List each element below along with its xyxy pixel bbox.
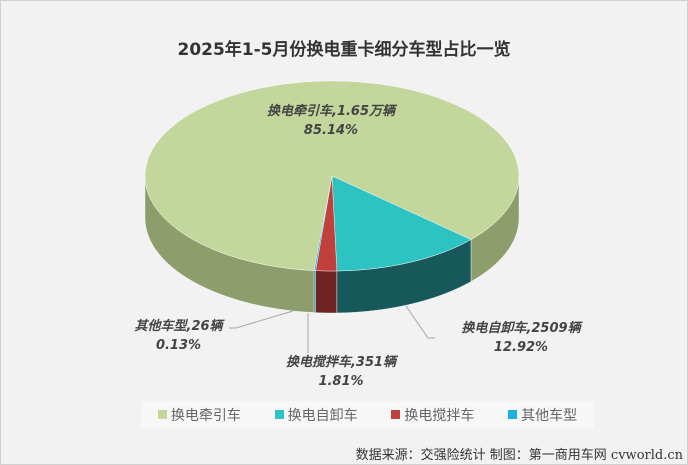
- label-pct: 0.13%: [155, 338, 202, 353]
- legend-label: 换电搅拌车: [404, 407, 475, 424]
- legend-label: 换电自卸车: [287, 407, 358, 424]
- legend-label: 其他车型: [521, 407, 578, 424]
- label-other: 其他车型,26辆 0.13%: [134, 319, 223, 353]
- pie-side-2: [315, 270, 338, 314]
- legend-item: 其他车型: [508, 405, 577, 425]
- source-note: 数据来源：交强险统计 制图：第一商用车网 cvworld.cn: [355, 448, 683, 463]
- pie-side-3: [313, 270, 316, 313]
- label-count: 2509辆: [531, 321, 581, 336]
- label-name: 换电搅拌车: [285, 355, 351, 370]
- leader-line-dump: [405, 305, 435, 339]
- label-mixer: 换电搅拌车,351辆 1.81%: [285, 355, 397, 389]
- pie-slice-1: [331, 175, 472, 272]
- chart-title: 2025年1-5月份换电重卡细分车型占比一览: [177, 40, 511, 60]
- label-pct: 12.92%: [493, 340, 549, 355]
- legend-swatch: [157, 410, 167, 419]
- legend-swatch: [391, 410, 401, 419]
- label-pct: 85.14%: [303, 123, 359, 138]
- label-name: 其他车型: [134, 319, 187, 334]
- label-pct: 1.81%: [318, 374, 364, 389]
- label-tractor: 换电牵引车,1.65万辆 85.14%: [266, 104, 396, 138]
- pie-slice-3: [313, 175, 333, 271]
- legend-swatch: [508, 410, 518, 419]
- label-count: 26辆: [191, 319, 223, 334]
- legend-item: 换电搅拌车: [391, 405, 474, 425]
- legend: 换电牵引车 换电自卸车 换电搅拌车 其他车型: [141, 401, 594, 428]
- label-name: 换电自卸车: [461, 321, 527, 336]
- legend-label: 换电牵引车: [170, 407, 241, 424]
- label-count: 351辆: [355, 355, 397, 370]
- label-count: 1.65万辆: [336, 104, 396, 119]
- legend-item: 换电牵引车: [157, 405, 241, 425]
- leader-line-other: [229, 310, 294, 329]
- label-name: 换电牵引车: [266, 104, 332, 119]
- label-dump: 换电自卸车,2509辆 12.92%: [461, 321, 581, 355]
- legend-swatch: [274, 410, 284, 419]
- legend-item: 换电自卸车: [274, 405, 358, 425]
